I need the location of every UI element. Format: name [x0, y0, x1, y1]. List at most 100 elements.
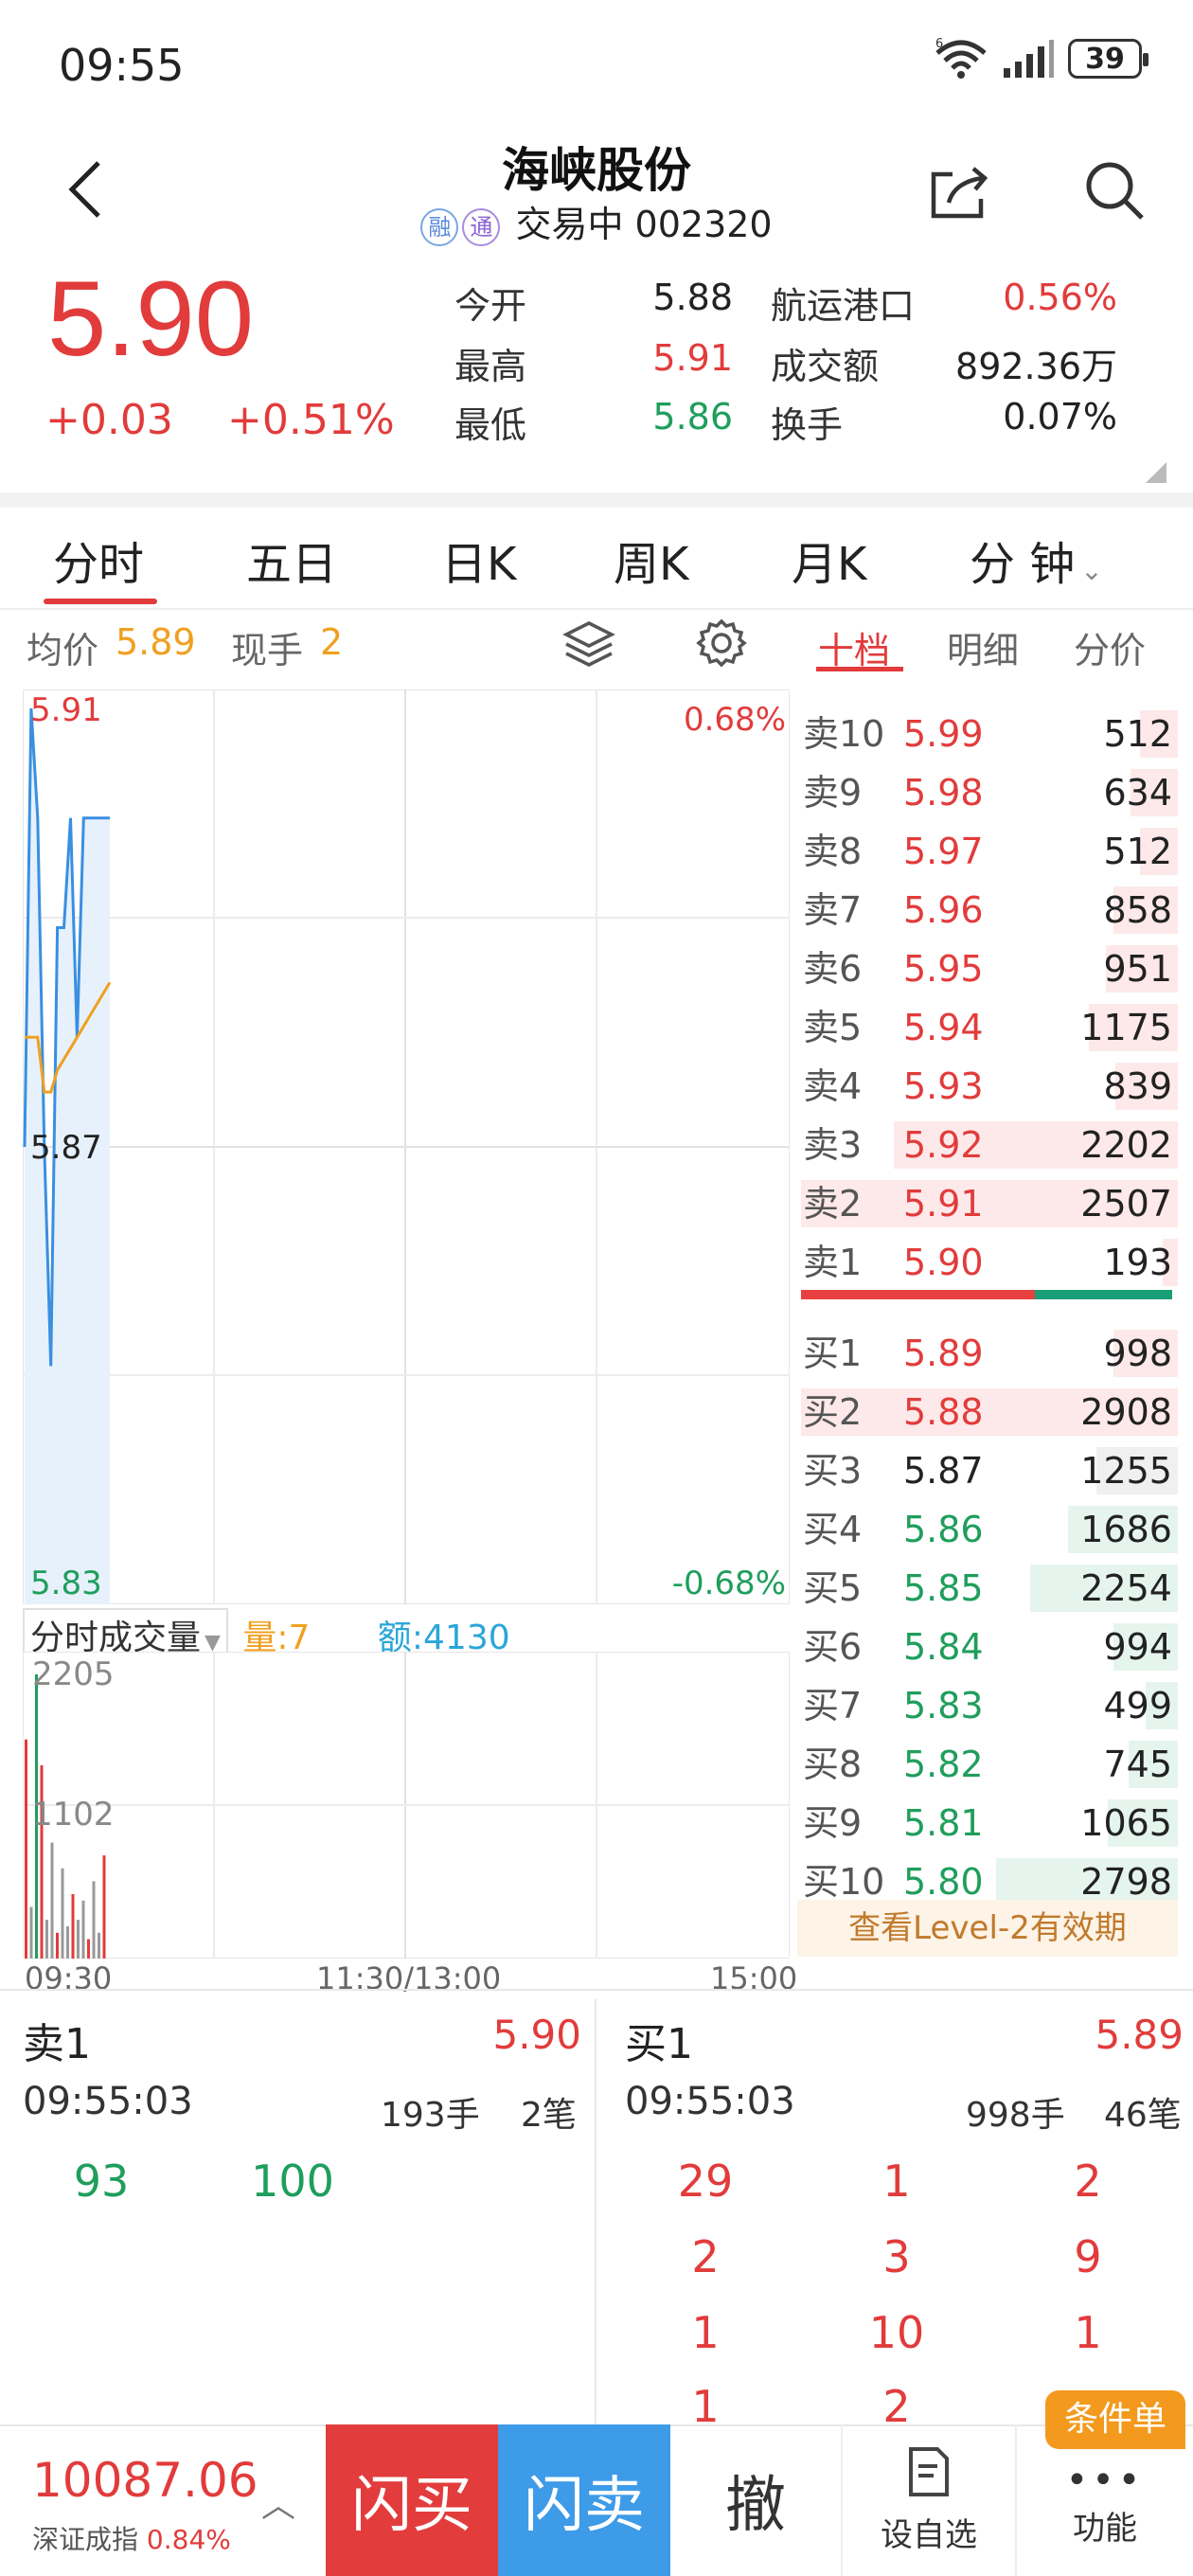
tab-monthly-k[interactable]: 月K	[792, 538, 867, 591]
order-qty: 1175	[1080, 1007, 1172, 1048]
stock-status: 融通 交易中 002320	[0, 195, 1193, 247]
volume-bar	[71, 1893, 75, 1959]
share-icon[interactable]	[926, 161, 992, 222]
volume-bar	[45, 1920, 48, 1959]
order-book-row[interactable]: 卖8 5.97 512	[801, 822, 1178, 881]
flash-buy-button[interactable]: 闪买	[326, 2424, 498, 2576]
qty-bar	[1140, 710, 1178, 758]
low-label: 最低	[454, 404, 527, 446]
order-book-row[interactable]: 卖1 5.90 193	[801, 1233, 1178, 1292]
order-book: 卖10 5.99 512 卖9 5.98 634 卖8 5.97 512 卖7 5.96 858 卖6 5…	[801, 705, 1178, 1911]
tab-daily-k[interactable]: 日K	[441, 538, 517, 591]
order-qty: 2798	[1080, 1861, 1172, 1903]
ob-tab-detail[interactable]: 明细	[947, 630, 1020, 671]
avg-price-label: 均价	[27, 630, 99, 671]
order-book-row[interactable]: 买5 5.85 2254	[801, 1559, 1178, 1618]
volume-chart[interactable]	[23, 1652, 790, 1959]
qty-bar	[1113, 886, 1178, 934]
level2-link[interactable]: 查看Level-2有效期	[797, 1900, 1178, 1957]
order-book-row[interactable]: 买7 5.83 499	[801, 1676, 1178, 1735]
order-book-row[interactable]: 卖9 5.98 634	[801, 763, 1178, 822]
order-price: 5.83	[903, 1685, 984, 1726]
order-level-label: 买3	[803, 1450, 863, 1492]
function-button[interactable]: ••• 功能	[1017, 2424, 1193, 2576]
volume-mid: 1102	[32, 1796, 115, 1834]
volume-bar	[77, 1920, 80, 1959]
watchlist-label: 设自选	[881, 2516, 977, 2554]
price-area-fill	[25, 708, 110, 1604]
order-qty: 951	[1103, 948, 1172, 990]
order-book-row[interactable]: 买9 5.81 1065	[801, 1794, 1178, 1852]
avg-price-line	[25, 981, 112, 1094]
order-book-row[interactable]: 卖10 5.99 512	[801, 705, 1178, 763]
order-level-label: 买2	[803, 1391, 863, 1433]
order-qty: 1255	[1080, 1450, 1172, 1492]
order-qty: 2908	[1080, 1391, 1172, 1433]
order-book-row[interactable]: 卖6 5.95 951	[801, 939, 1178, 998]
order-book-row[interactable]: 买6 5.84 994	[801, 1618, 1178, 1676]
order-book-row[interactable]: 买4 5.86 1686	[801, 1500, 1178, 1559]
tab-weekly-k[interactable]: 周K	[614, 538, 689, 591]
order-book-row[interactable]: 卖4 5.93 839	[801, 1057, 1178, 1116]
condition-order-badge[interactable]: 条件单	[1045, 2390, 1185, 2449]
flash-sell-button[interactable]: 闪卖	[498, 2424, 670, 2576]
add-watchlist-button[interactable]: 设自选	[843, 2424, 1017, 2576]
order-book-row[interactable]: 买10 5.80 2798	[801, 1852, 1178, 1911]
order-book-row[interactable]: 卖7 5.96 858	[801, 881, 1178, 939]
sector-label[interactable]: 航运港口	[771, 285, 916, 327]
order-level-label: 卖7	[803, 889, 863, 931]
ob-tab-price[interactable]: 分价	[1074, 630, 1147, 671]
order-level-label: 买10	[803, 1861, 885, 1903]
search-icon[interactable]	[1081, 157, 1148, 224]
order-qty: 512	[1103, 831, 1172, 872]
watchlist-icon	[909, 2447, 949, 2496]
order-book-row[interactable]: 卖2 5.91 2507	[801, 1174, 1178, 1233]
order-level-label: 买1	[803, 1333, 863, 1374]
order-book-row[interactable]: 买1 5.89 998	[801, 1324, 1178, 1383]
order-book-row[interactable]: 卖5 5.94 1175	[801, 998, 1178, 1057]
qty-bar	[1129, 1741, 1178, 1788]
settings-icon[interactable]	[695, 617, 748, 669]
qty-bar	[1108, 1799, 1178, 1847]
buy1-queue-item: 2	[1074, 2156, 1102, 2207]
order-book-row[interactable]: 买8 5.82 745	[801, 1735, 1178, 1794]
chevron-up-icon[interactable]: ︿	[261, 2486, 296, 2525]
intraday-chart[interactable]	[23, 689, 790, 1604]
chart-low-pct: -0.68%	[671, 1565, 786, 1602]
tab-minute[interactable]: 分 钟 ⌄	[970, 527, 1103, 593]
tab-five-day[interactable]: 五日	[246, 538, 338, 591]
order-qty: 2254	[1080, 1567, 1172, 1609]
order-level-label: 卖2	[803, 1183, 863, 1225]
turnover-label: 换手	[771, 404, 844, 446]
price-line	[23, 707, 110, 1367]
order-book-row[interactable]: 买3 5.87 1255	[801, 1441, 1178, 1500]
order-qty: 998	[1103, 1333, 1172, 1374]
section-divider	[0, 1989, 1193, 1991]
layers-icon[interactable]	[562, 617, 615, 669]
order-price: 5.90	[903, 1242, 984, 1283]
qty-bar	[1030, 1565, 1178, 1612]
sell1-hands: 193手	[381, 2096, 480, 2135]
order-book-buys: 买1 5.89 998 买2 5.88 2908 买3 5.87 1255 买4 5.86 1686 买…	[801, 1324, 1178, 1911]
order-qty: 2507	[1080, 1183, 1172, 1225]
buy1-queue-item: 1	[882, 2156, 911, 2207]
order-level-label: 卖9	[803, 772, 863, 814]
volume-bar	[87, 1939, 90, 1959]
open-value: 5.88	[652, 277, 733, 318]
cancel-order-button[interactable]: 撤	[670, 2424, 843, 2576]
ob-tab-level10[interactable]: 十档	[818, 630, 891, 671]
chart-low-price: 5.83	[30, 1565, 102, 1602]
connect-tag: 通	[462, 207, 501, 246]
buy1-queue-item: 1	[691, 2381, 720, 2432]
index-value[interactable]: 10087.06	[32, 2453, 258, 2508]
order-book-row[interactable]: 买2 5.88 2908	[801, 1383, 1178, 1441]
volume-header: 分时成交量 ▼ 量:7 额:4130	[23, 1608, 790, 1661]
back-icon[interactable]	[57, 152, 114, 227]
expand-corner-icon[interactable]	[1146, 462, 1166, 483]
order-level-label: 买9	[803, 1802, 863, 1844]
order-price: 5.88	[903, 1391, 984, 1433]
order-book-row[interactable]: 卖3 5.92 2202	[801, 1116, 1178, 1174]
order-level-label: 卖1	[803, 1242, 863, 1283]
order-price: 5.91	[903, 1183, 984, 1225]
tab-intraday[interactable]: 分时	[53, 538, 145, 591]
